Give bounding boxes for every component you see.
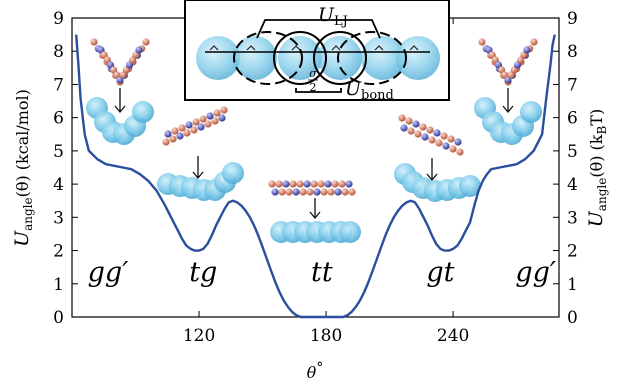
y-tick-label-right: 2 — [567, 242, 578, 262]
y-axis-left: 0 1 2 3 4 5 6 7 8 9 — [53, 9, 78, 328]
conformation-label: gg′ — [515, 257, 556, 288]
molecule-illustrations — [86, 38, 542, 243]
y-tick-label: 1 — [53, 275, 64, 295]
y-tick-label-right: 4 — [567, 175, 578, 195]
y-tick-label: 8 — [53, 42, 64, 62]
y-tick-label: 2 — [53, 242, 64, 262]
series-line — [75, 34, 556, 319]
y-tick-label: 0 — [53, 308, 64, 328]
conformation-labels: gg′ tg tt gt gg′ — [88, 257, 556, 288]
y-axis-right: 0 1 2 3 4 5 6 7 8 9 — [553, 9, 578, 328]
x-tick-label: 180 — [310, 326, 342, 346]
y-tick-label-right: 9 — [567, 9, 578, 29]
y-tick-label: 3 — [53, 208, 64, 228]
y-tick-label-right: 0 — [567, 308, 578, 328]
conformation-label: tg — [189, 257, 217, 288]
conformation-label: gg′ — [88, 257, 129, 288]
y-tick-label: 7 — [53, 75, 64, 95]
conformation-label: tt — [311, 257, 333, 288]
inset-label-sigma: σ — [309, 67, 317, 80]
y-axis-label-right: Uangle(θ) (kBT) — [585, 109, 609, 227]
x-tick-label: 240 — [437, 326, 469, 346]
y-axis-label-left: Uangle(θ) (kcal/mol) — [11, 89, 35, 247]
y-tick-label-right: 7 — [567, 75, 578, 95]
y-tick-label-right: 5 — [567, 142, 578, 162]
inset-label-two: 2 — [310, 81, 317, 94]
y-tick-label-right: 8 — [567, 42, 578, 62]
y-tick-label: 5 — [53, 142, 64, 162]
x-axis-label: θ° — [307, 360, 324, 382]
inset-label-ubond: Ubond — [345, 78, 394, 103]
y-tick-label: 6 — [53, 109, 64, 129]
x-tick-label: 120 — [183, 326, 215, 346]
inset-diagram: ULJ Ubond σ 2 — [184, 0, 450, 103]
y-tick-label-right: 1 — [567, 275, 578, 295]
inset-label-ulj: ULJ — [318, 4, 348, 29]
y-tick-label: 4 — [53, 175, 64, 195]
y-tick-label-right: 6 — [567, 109, 578, 129]
y-tick-label-right: 3 — [567, 208, 578, 228]
conformation-label: gt — [426, 257, 454, 288]
y-tick-label: 9 — [53, 9, 64, 29]
